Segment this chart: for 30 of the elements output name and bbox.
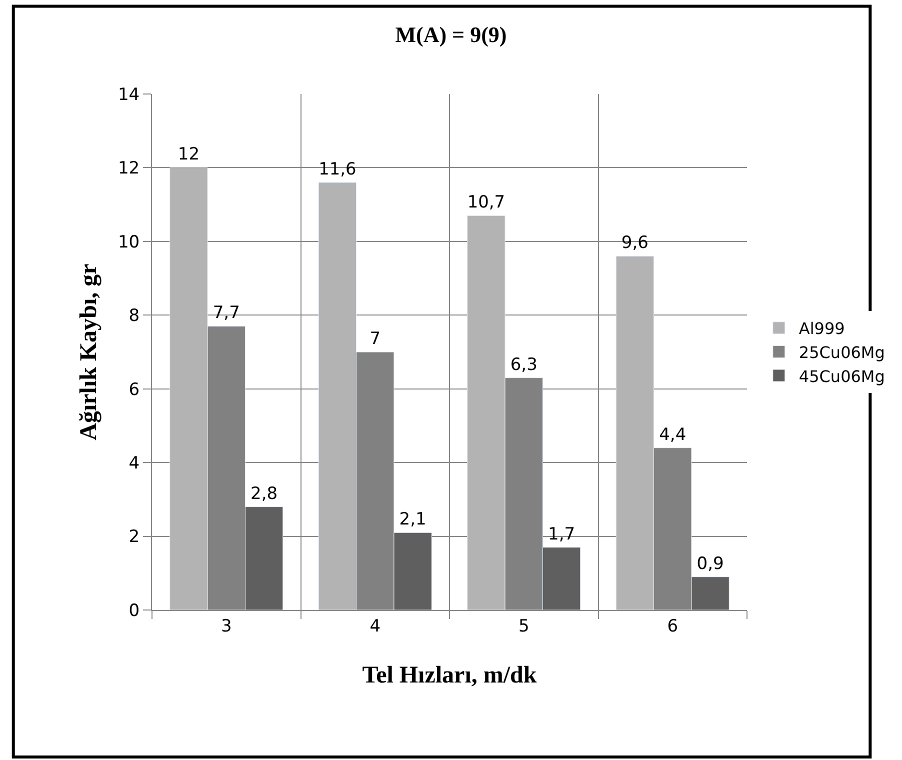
data-label: 2,8 bbox=[250, 484, 278, 504]
y-tick-label: 12 bbox=[118, 158, 140, 179]
legend-label: 45Cu06Mg bbox=[798, 366, 885, 386]
data-label: 7 bbox=[370, 329, 381, 349]
y-tick-label: 6 bbox=[128, 380, 140, 400]
data-label: 0,9 bbox=[696, 554, 724, 574]
legend-label: 25Cu06Mg bbox=[798, 342, 885, 362]
data-label: 7,7 bbox=[212, 303, 240, 324]
legend-label: Al999 bbox=[798, 319, 845, 338]
x-axis-title: Tel Hızları, m/dk bbox=[362, 662, 538, 689]
data-label: 12 bbox=[178, 144, 200, 165]
y-tick-label: 8 bbox=[128, 306, 140, 326]
x-tick-label: 5 bbox=[518, 616, 530, 636]
data-label: 10,7 bbox=[467, 192, 506, 212]
data-label: 9,6 bbox=[621, 233, 648, 254]
data-label: 6,3 bbox=[510, 354, 538, 375]
y-tick-label: 4 bbox=[128, 454, 140, 474]
y-tick-label: 14 bbox=[118, 84, 140, 105]
chart-title: M(A) = 9(9) bbox=[395, 22, 507, 47]
data-label: 1,7 bbox=[548, 524, 576, 544]
data-label: 11,6 bbox=[318, 158, 356, 178]
y-tick-label: 0 bbox=[128, 600, 140, 621]
x-tick-label: 6 bbox=[667, 616, 678, 636]
x-tick-label: 4 bbox=[370, 616, 381, 636]
data-label: 4,4 bbox=[659, 424, 686, 445]
y-tick-label: 10 bbox=[118, 232, 140, 252]
data-label: 2,1 bbox=[399, 510, 426, 530]
y-axis-title: Ağırlık Kaybı, gr bbox=[76, 263, 102, 440]
x-tick-label: 3 bbox=[220, 616, 232, 636]
y-tick-label: 2 bbox=[128, 527, 140, 548]
